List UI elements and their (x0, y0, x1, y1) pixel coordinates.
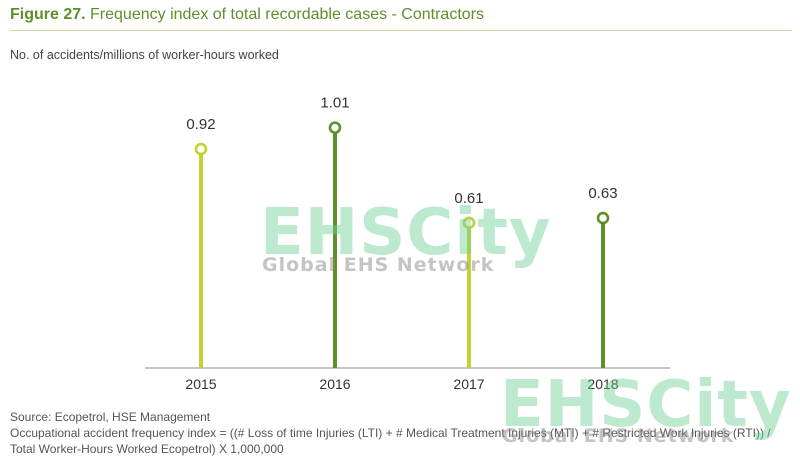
chart: 0.92 2015 1.01 2016 0.61 2017 0.63 2018 (145, 95, 670, 392)
source-note: Source: Ecopetrol, HSE Management (10, 410, 211, 424)
point-2016 (328, 121, 342, 134)
x-tick-2017: 2017 (453, 376, 484, 392)
chart-footer: Source: Ecopetrol, HSE Management Occupa… (10, 409, 785, 457)
value-label-2015: 0.92 (186, 116, 215, 133)
formula-note: Occupational accident frequency index = … (10, 426, 771, 456)
point-2015 (194, 142, 208, 156)
x-tick-2015: 2015 (185, 376, 216, 392)
figure-title-text: Frequency index of total recordable case… (90, 6, 484, 23)
x-tick-2018: 2018 (587, 376, 618, 392)
value-label-2018: 0.63 (588, 185, 617, 202)
point-2017 (462, 216, 476, 230)
x-tick-2016: 2016 (319, 376, 350, 392)
point-2018 (596, 211, 610, 225)
title-divider (10, 30, 792, 31)
figure-number: Figure 27. (10, 6, 86, 23)
value-label-2016: 1.01 (320, 95, 349, 112)
value-label-2017: 0.61 (454, 190, 483, 207)
figure-title: Figure 27. Frequency index of total reco… (10, 6, 792, 24)
y-axis-label: No. of accidents/millions of worker-hour… (10, 48, 279, 62)
